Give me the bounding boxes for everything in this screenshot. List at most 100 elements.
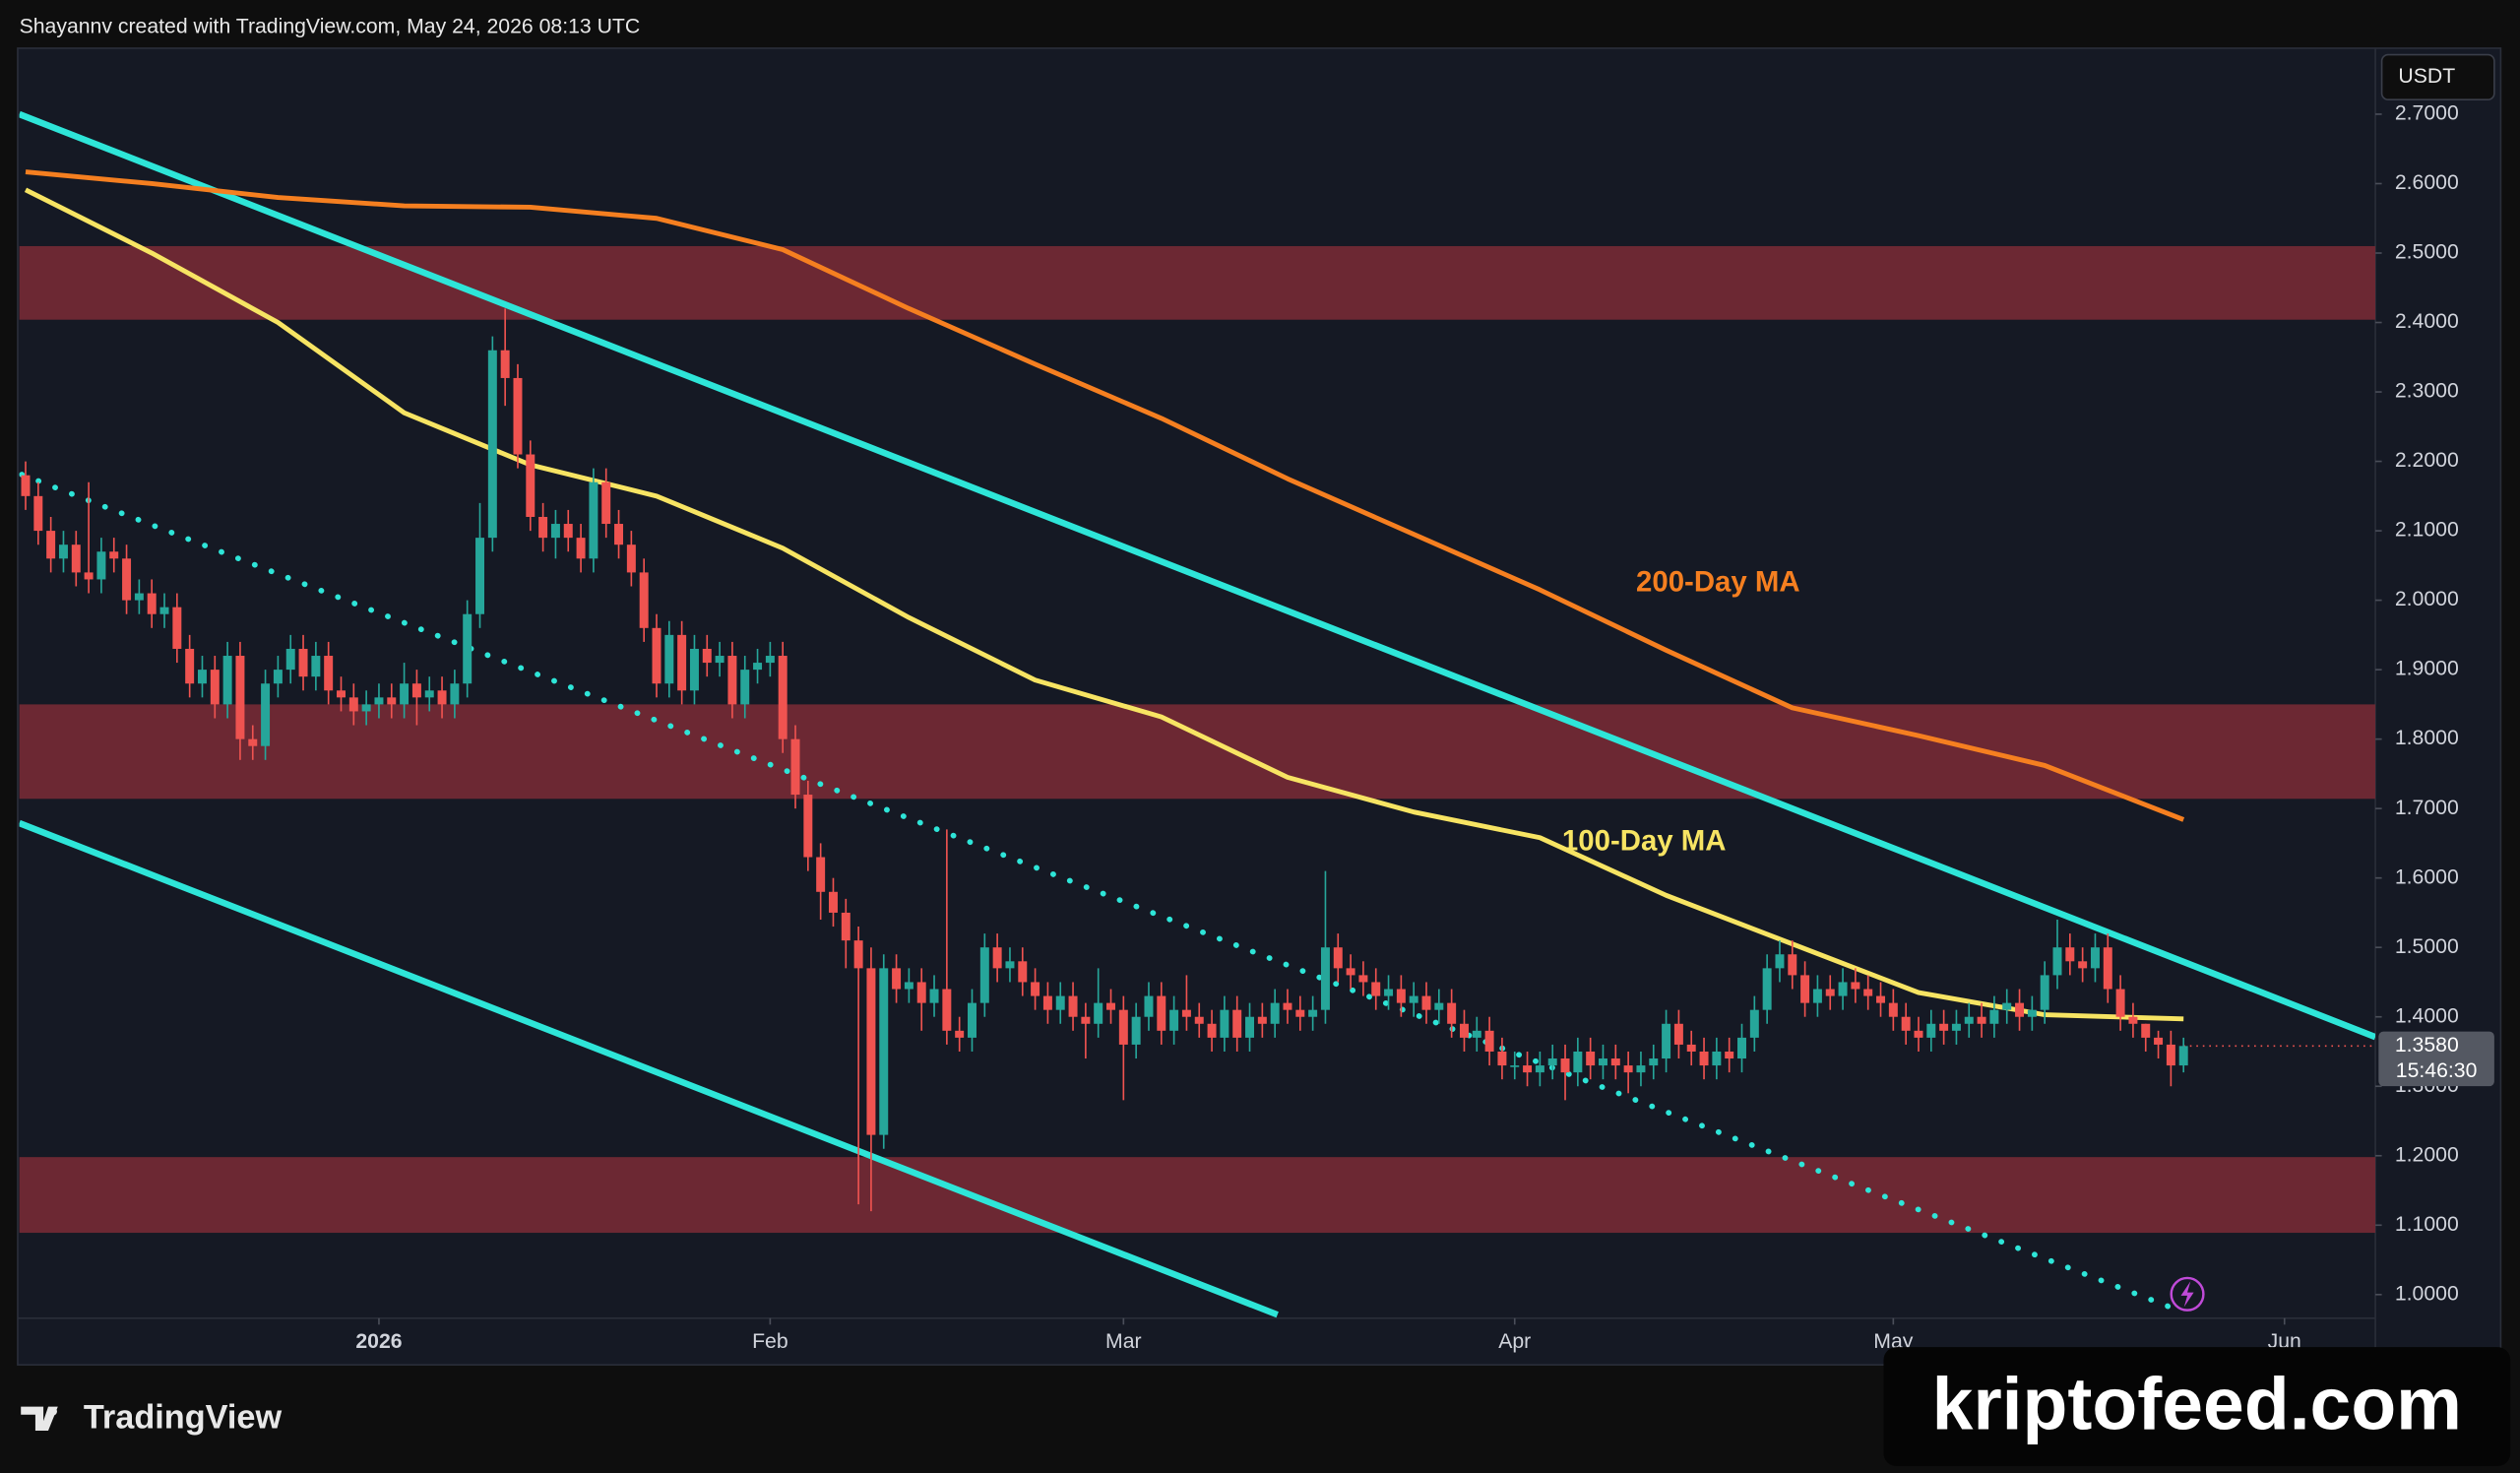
- candle-body: [1055, 995, 1065, 1010]
- candle-body: [1283, 1002, 1292, 1010]
- candle-body: [526, 454, 536, 517]
- candle-body: [652, 627, 662, 684]
- candle-body: [71, 544, 81, 573]
- candle-body: [1106, 1002, 1115, 1010]
- tv-logo: TradingView: [21, 1399, 282, 1437]
- candle-body: [892, 968, 902, 990]
- candle-body: [1169, 1009, 1179, 1031]
- candle-body: [1977, 1016, 1986, 1024]
- candle-body: [992, 947, 1002, 969]
- candle-body: [727, 656, 737, 705]
- candle-body: [753, 663, 763, 671]
- candle-body: [677, 634, 687, 691]
- candle-body: [285, 648, 295, 671]
- watermark: kriptofeed.com: [1932, 1363, 2462, 1445]
- candle-body: [1081, 1016, 1091, 1024]
- candle-body: [1207, 1023, 1217, 1038]
- candle-body: [2015, 1002, 2025, 1017]
- candle-body: [1598, 1058, 1607, 1066]
- currency-box[interactable]: [2380, 53, 2495, 101]
- candle-body: [248, 738, 258, 746]
- candle-body: [337, 690, 346, 698]
- candle-body: [1523, 1065, 1533, 1073]
- candle-body: [841, 912, 850, 941]
- x-tick-label: Feb: [752, 1330, 788, 1353]
- alert-bolt: [2180, 1281, 2194, 1308]
- candle-body: [1320, 947, 1330, 1010]
- countdown: 15:46:30: [2396, 1059, 2478, 1082]
- candle-body: [222, 656, 232, 705]
- overlays: [19, 110, 2376, 1318]
- x-tick-label: Jun: [2268, 1330, 2301, 1353]
- candle-body: [1018, 961, 1028, 983]
- candle-body: [1131, 1016, 1141, 1045]
- candle-body: [778, 656, 788, 739]
- resistance-zone: [19, 245, 2376, 320]
- y-tick-label: 1.2000: [2395, 1143, 2459, 1166]
- alert-icon[interactable]: [2170, 1276, 2205, 1312]
- candle-body: [1662, 1023, 1671, 1059]
- y-tick-label: 1.6000: [2395, 865, 2459, 888]
- last-price-label: 1.3580: [2395, 1034, 2459, 1057]
- candle-body: [1245, 1016, 1255, 1038]
- candle-body: [475, 538, 485, 614]
- header: Shayannv created with TradingView.com, M…: [20, 15, 641, 37]
- candle-body: [1409, 995, 1418, 1003]
- candle-body: [1031, 982, 1040, 996]
- candle-body: [1939, 1023, 1949, 1031]
- candle-body: [1232, 1009, 1242, 1038]
- candle-body: [1573, 1051, 1583, 1073]
- y-tick-label: 2.1000: [2395, 519, 2459, 542]
- candle-body: [2166, 1044, 2175, 1066]
- candle-body: [1610, 1058, 1620, 1066]
- candle-body: [1838, 982, 1848, 996]
- candle-body: [1623, 1065, 1633, 1073]
- candle-body: [576, 538, 586, 559]
- candle-body: [2154, 1037, 2164, 1045]
- candle-body: [1257, 1016, 1267, 1024]
- candle-body: [614, 524, 624, 545]
- y-tick-label: 1.7000: [2395, 797, 2459, 819]
- candle-body: [1333, 947, 1343, 969]
- candle-body: [185, 648, 195, 684]
- candle-body: [689, 648, 699, 691]
- candle-body: [1447, 1002, 1457, 1024]
- candle-body: [1951, 1023, 1961, 1031]
- candle-body: [1220, 1009, 1229, 1038]
- candle-body: [122, 558, 132, 601]
- candle-body: [1673, 1023, 1683, 1045]
- axes: 1.00001.10001.20001.30001.40001.50001.60…: [355, 102, 2458, 1353]
- candles: [21, 308, 2188, 1212]
- y-tick-label: 2.3000: [2395, 380, 2459, 403]
- candle-body: [1888, 1002, 1898, 1017]
- candle-body: [33, 495, 43, 532]
- candle-body: [374, 697, 384, 705]
- candle-body: [1775, 954, 1785, 969]
- tv-logo-dot: [48, 1407, 57, 1416]
- candle-body: [1812, 989, 1822, 1003]
- candle-body: [1181, 1009, 1191, 1017]
- candle-body: [21, 475, 31, 496]
- candle-body: [298, 648, 308, 677]
- candle-body: [463, 613, 472, 684]
- candle-body: [2090, 947, 2100, 969]
- y-tick-label: 2.5000: [2395, 241, 2459, 264]
- candle-body: [1144, 995, 1154, 1017]
- candle-body: [866, 968, 876, 1135]
- candle-body: [1876, 995, 1886, 1003]
- candle-body: [1560, 1058, 1570, 1073]
- resistance-zone: [19, 704, 2376, 800]
- candle-body: [1497, 1051, 1507, 1066]
- candle-body: [1094, 1002, 1103, 1024]
- candle-body: [172, 607, 182, 649]
- candle-body: [324, 656, 334, 691]
- y-tick-label: 1.4000: [2395, 1004, 2459, 1027]
- candle-body: [2002, 1002, 2012, 1010]
- y-tick-label: 1.5000: [2395, 935, 2459, 958]
- y-tick-label: 1.1000: [2395, 1213, 2459, 1236]
- candle-body: [1535, 1065, 1544, 1073]
- candle-body: [538, 516, 548, 539]
- candle-body: [942, 989, 952, 1031]
- candle-body: [1371, 982, 1381, 996]
- candle-body: [261, 683, 271, 746]
